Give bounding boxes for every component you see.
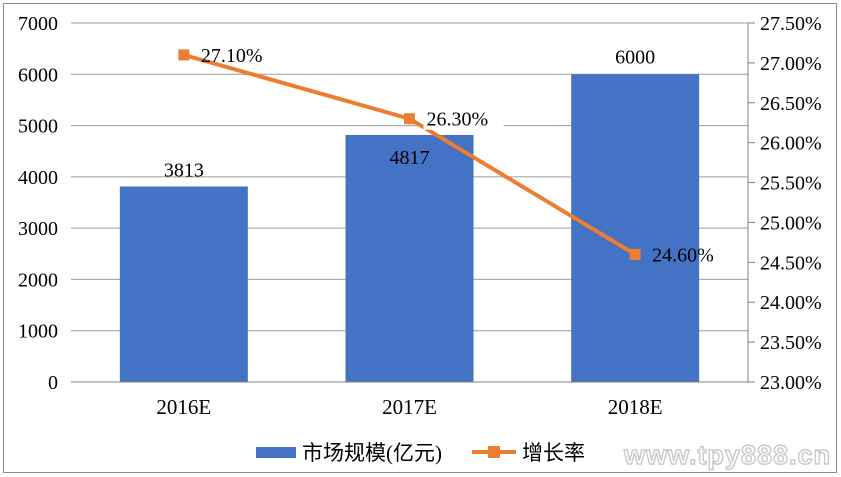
right-axis-tick-label: 24.50% bbox=[760, 252, 822, 274]
right-axis-tick-label: 26.50% bbox=[760, 93, 822, 115]
right-axis-tick-label: 25.00% bbox=[760, 212, 822, 234]
right-axis-tick-label: 24.00% bbox=[760, 292, 822, 314]
line-marker-2018E bbox=[629, 248, 641, 260]
line-data-label: 24.60% bbox=[652, 244, 714, 266]
right-axis-tick-label: 25.50% bbox=[760, 173, 822, 195]
line-data-label: 26.30% bbox=[427, 109, 489, 131]
legend-item-market-size: 市场规模(亿元) bbox=[256, 437, 442, 467]
right-axis-tick-label: 27.00% bbox=[760, 53, 822, 75]
legend-label-growth-rate: 增长率 bbox=[522, 441, 585, 465]
bar-data-label: 3813 bbox=[164, 159, 204, 181]
right-axis-tick-label: 27.50% bbox=[760, 13, 822, 35]
bar-data-label: 4817 bbox=[390, 147, 430, 169]
left-axis-tick-label: 2000 bbox=[18, 269, 58, 291]
left-axis-tick-label: 1000 bbox=[18, 321, 58, 343]
legend-label-market-size: 市场规模(亿元) bbox=[302, 441, 442, 465]
left-axis-tick-label: 4000 bbox=[18, 167, 58, 189]
right-axis-tick-label: 23.00% bbox=[760, 372, 822, 394]
left-axis-tick-label: 7000 bbox=[18, 13, 58, 35]
bar-2017E bbox=[345, 134, 474, 382]
line-marker-2016E bbox=[178, 49, 190, 61]
legend-item-growth-rate: 增长率 bbox=[472, 437, 585, 467]
line-swatch-marker bbox=[488, 446, 500, 458]
line-label-bg bbox=[423, 107, 504, 130]
legend: 市场规模(亿元) 增长率 bbox=[0, 437, 841, 467]
bar-data-label: 6000 bbox=[615, 46, 655, 68]
left-axis-tick-label: 6000 bbox=[18, 64, 58, 86]
line-series-swatch-icon bbox=[472, 445, 516, 459]
left-axis-tick-label: 0 bbox=[48, 372, 58, 394]
category-label-2017E: 2017E bbox=[382, 395, 437, 419]
category-label-2018E: 2018E bbox=[608, 395, 663, 419]
watermark: www.tpy888.cn bbox=[623, 439, 831, 470]
line-data-label: 27.10% bbox=[201, 45, 263, 67]
category-label-2016E: 2016E bbox=[156, 395, 211, 419]
line-marker-2017E bbox=[404, 113, 415, 125]
left-axis-tick-label: 3000 bbox=[18, 218, 58, 240]
right-axis-tick-label: 26.00% bbox=[760, 133, 822, 155]
bar-2016E bbox=[119, 186, 248, 382]
left-axis-tick-label: 5000 bbox=[18, 116, 58, 138]
right-axis-tick-label: 23.50% bbox=[760, 332, 822, 354]
bar-series-swatch-icon bbox=[256, 446, 296, 458]
